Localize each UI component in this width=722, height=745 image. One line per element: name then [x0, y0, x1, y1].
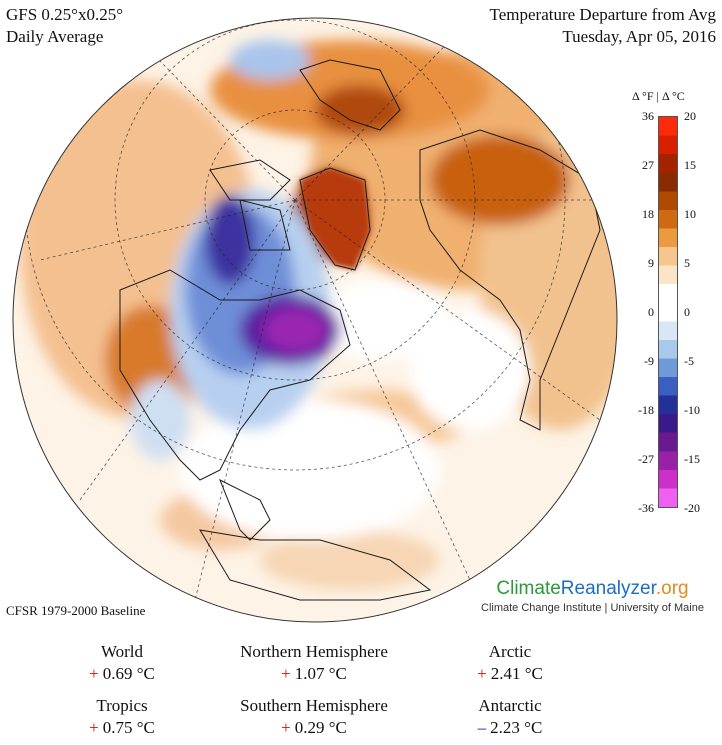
colorbar-heading: Δ °F | Δ °C — [632, 89, 710, 104]
stat-southern-hemisphere: Southern Hemisphere +0.29 °C — [214, 695, 414, 739]
colorbar-tick-c: 20 — [684, 109, 696, 123]
colorbar-tick-f: 36 — [642, 109, 654, 123]
brand-subtitle: Climate Change Institute | University of… — [481, 602, 704, 614]
brand-part-org: .org — [655, 578, 689, 599]
stat-number: 2.23 °C — [490, 718, 543, 737]
stat-number: 0.69 °C — [102, 664, 155, 683]
stat-number: 1.07 °C — [294, 664, 347, 683]
colorbar-tick-f: 27 — [642, 158, 654, 172]
colorbar-tick-f: -9 — [644, 354, 654, 368]
colorbar-tick-f: 9 — [648, 256, 654, 270]
colorbar-tick-f: -18 — [638, 403, 654, 417]
period-label: Daily Average — [6, 27, 104, 46]
stat-antarctic: Antarctic –2.23 °C — [410, 695, 610, 739]
stat-number: 0.75 °C — [102, 718, 155, 737]
stat-region: Northern Hemisphere — [240, 642, 388, 661]
stat-number: 0.29 °C — [294, 718, 347, 737]
brand-part-reanalyzer: Reanalyzer — [560, 578, 656, 599]
stat-value: +0.75 °C — [22, 717, 222, 739]
stat-world: World +0.69 °C — [22, 641, 222, 685]
colorbar-tick-c: 10 — [684, 207, 696, 221]
brand-name: ClimateReanalyzer.org — [470, 578, 715, 600]
stat-sign: + — [89, 664, 99, 683]
colorbar-heading-f: Δ °F — [632, 89, 654, 103]
colorbar — [658, 116, 678, 508]
stat-region: Antarctic — [478, 696, 542, 715]
colorbar-tick-c: -20 — [684, 501, 700, 515]
brand-part-climate: Climate — [496, 578, 561, 599]
map-date: Tuesday, Apr 05, 2016 — [562, 27, 716, 46]
stat-value: –2.23 °C — [410, 717, 610, 739]
colorbar-tick-c: -15 — [684, 452, 700, 466]
stat-sign: + — [281, 718, 291, 737]
colorbar-tick-f: -36 — [638, 501, 654, 515]
stat-tropics: Tropics +0.75 °C — [22, 695, 222, 739]
stat-region: Arctic — [488, 642, 532, 661]
stat-number: 2.41 °C — [490, 664, 543, 683]
stat-arctic: Arctic +2.41 °C — [410, 641, 610, 685]
stat-northern-hemisphere: Northern Hemisphere +1.07 °C — [214, 641, 414, 685]
stat-region: World — [100, 642, 144, 661]
stat-value: +1.07 °C — [214, 663, 414, 685]
header-right: Temperature Departure from Avg Tuesday, … — [490, 4, 716, 48]
colorbar-tick-c: -5 — [684, 354, 694, 368]
colorbar-tick-c: 5 — [684, 256, 690, 270]
brand-logo: ClimateReanalyzer.org Climate Change Ins… — [470, 578, 715, 614]
colorbar-tick-c: 15 — [684, 158, 696, 172]
colorbar-tick-f: 18 — [642, 207, 654, 221]
colorbar-heading-sep: | — [656, 89, 659, 103]
stat-sign: + — [89, 718, 99, 737]
stat-sign: – — [477, 718, 487, 737]
colorbar-heading-c: Δ °C — [661, 89, 685, 103]
stat-value: +2.41 °C — [410, 663, 610, 685]
baseline-label: CFSR 1979-2000 Baseline — [6, 603, 146, 618]
stat-region: Southern Hemisphere — [240, 696, 388, 715]
stat-sign: + — [477, 664, 487, 683]
stat-value: +0.29 °C — [214, 717, 414, 739]
stat-value: +0.69 °C — [22, 663, 222, 685]
colorbar-tick-f: -27 — [638, 452, 654, 466]
map-title: Temperature Departure from Avg — [489, 5, 716, 24]
header-left: GFS 0.25°x0.25° Daily Average — [6, 4, 123, 48]
stat-sign: + — [281, 664, 291, 683]
model-label: GFS 0.25°x0.25° — [6, 5, 124, 24]
stat-region: Tropics — [96, 696, 148, 715]
colorbar-tick-f: 0 — [648, 305, 654, 319]
colorbar-tick-c: -10 — [684, 403, 700, 417]
colorbar-tick-c: 0 — [684, 305, 690, 319]
